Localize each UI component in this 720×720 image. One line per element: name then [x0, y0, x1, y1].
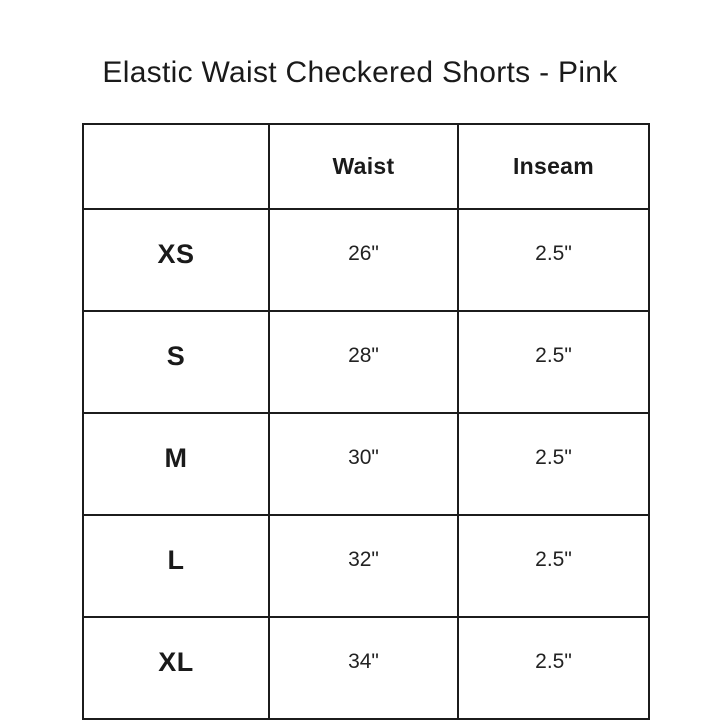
inseam-cell: 2.5": [457, 310, 650, 414]
waist-cell: 30": [268, 412, 459, 516]
size-cell: XL: [82, 616, 270, 720]
size-chart-table: Waist Inseam XS 26" 2.5" S 28" 2.5" M 30…: [82, 123, 650, 720]
table-row-xl: XL 34" 2.5": [82, 616, 650, 720]
waist-column-header: Waist: [268, 123, 459, 210]
inseam-column-header: Inseam: [457, 123, 650, 210]
table-row-xs: XS 26" 2.5": [82, 208, 650, 312]
page-title: Elastic Waist Checkered Shorts - Pink: [102, 56, 618, 89]
size-cell: S: [82, 310, 270, 414]
inseam-cell: 2.5": [457, 514, 650, 618]
table-row-m: M 30" 2.5": [82, 412, 650, 516]
size-cell: XS: [82, 208, 270, 312]
waist-cell: 28": [268, 310, 459, 414]
inseam-cell: 2.5": [457, 208, 650, 312]
waist-cell: 26": [268, 208, 459, 312]
waist-cell: 32": [268, 514, 459, 618]
inseam-cell: 2.5": [457, 616, 650, 720]
table-row-s: S 28" 2.5": [82, 310, 650, 414]
size-cell: L: [82, 514, 270, 618]
table-row-l: L 32" 2.5": [82, 514, 650, 618]
corner-header-cell: [82, 123, 270, 210]
size-cell: M: [82, 412, 270, 516]
waist-cell: 34": [268, 616, 459, 720]
inseam-cell: 2.5": [457, 412, 650, 516]
table-header-row: Waist Inseam: [82, 123, 650, 210]
